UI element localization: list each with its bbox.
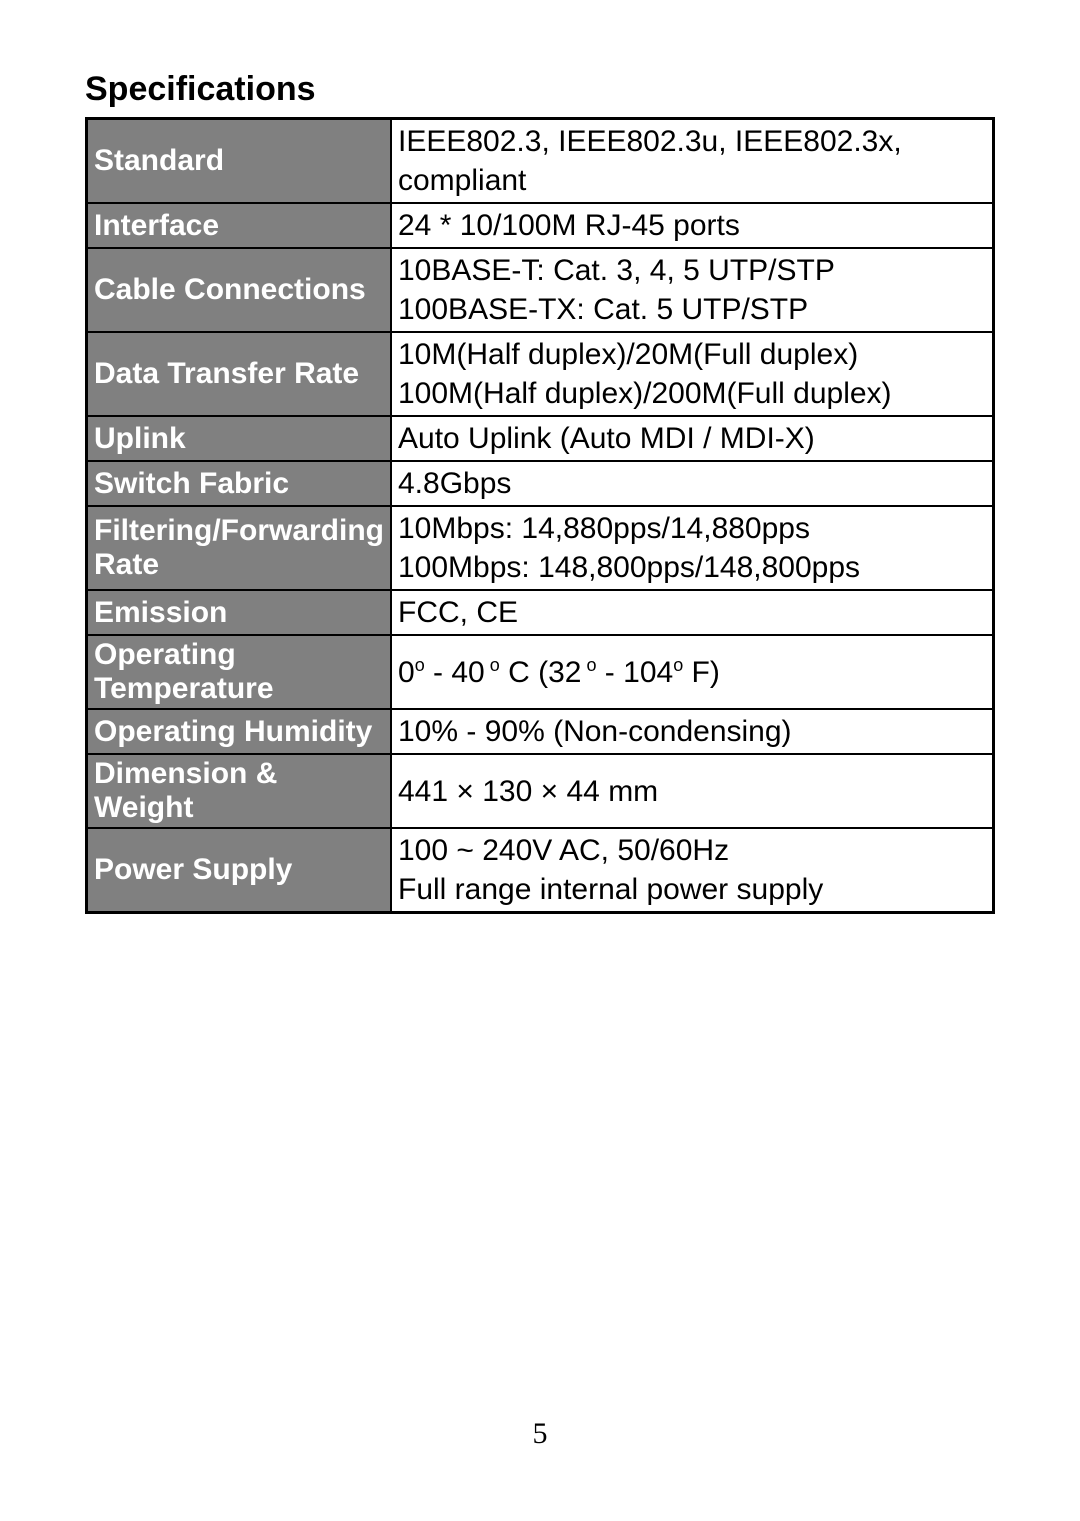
spec-value: 100 ~ 240V AC, 50/60Hz Full range intern…: [391, 829, 994, 913]
table-row: Dimension & Weight441 × 130 × 44 mm: [87, 755, 994, 827]
spec-value: 441 × 130 × 44 mm: [391, 755, 994, 827]
table-row: StandardIEEE802.3, IEEE802.3u, IEEE802.3…: [87, 119, 994, 203]
spec-value: Auto Uplink (Auto MDI / MDI-X): [391, 417, 994, 460]
spec-label: Operating Humidity: [87, 710, 392, 753]
spec-value: 4.8Gbps: [391, 462, 994, 505]
spec-value: 10M(Half duplex)/20M(Full duplex) 100M(H…: [391, 333, 994, 415]
table-row: Operating Temperature0o - 40 o C (32 o -…: [87, 636, 994, 708]
table-row: Filtering/Forwarding Rate10Mbps: 14,880p…: [87, 507, 994, 589]
spec-label: Uplink: [87, 417, 392, 460]
spec-value: 10% - 90% (Non-condensing): [391, 710, 994, 753]
specifications-table: StandardIEEE802.3, IEEE802.3u, IEEE802.3…: [85, 117, 995, 914]
table-row: Switch Fabric4.8Gbps: [87, 462, 994, 505]
spec-label: Cable Connections: [87, 249, 392, 331]
page-number: 5: [0, 1417, 1080, 1451]
table-row: Interface24 * 10/100M RJ-45 ports: [87, 204, 994, 247]
spec-value: FCC, CE: [391, 591, 994, 634]
spec-label: Emission: [87, 591, 392, 634]
spec-value: 10Mbps: 14,880pps/14,880pps 100Mbps: 148…: [391, 507, 994, 589]
spec-label: Operating Temperature: [87, 636, 392, 708]
spec-label: Dimension & Weight: [87, 755, 392, 827]
table-body: StandardIEEE802.3, IEEE802.3u, IEEE802.3…: [87, 119, 994, 913]
spec-label: Filtering/Forwarding Rate: [87, 507, 392, 589]
spec-label: Data Transfer Rate: [87, 333, 392, 415]
spec-label: Power Supply: [87, 829, 392, 913]
spec-label: Standard: [87, 119, 392, 203]
spec-value: 0o - 40 o C (32 o - 104o F): [391, 636, 994, 708]
table-row: Operating Humidity10% - 90% (Non-condens…: [87, 710, 994, 753]
spec-value: IEEE802.3, IEEE802.3u, IEEE802.3x, compl…: [391, 119, 994, 203]
spec-label: Interface: [87, 204, 392, 247]
table-row: UplinkAuto Uplink (Auto MDI / MDI-X): [87, 417, 994, 460]
spec-label: Switch Fabric: [87, 462, 392, 505]
spec-value: 10BASE-T: Cat. 3, 4, 5 UTP/STP 100BASE-T…: [391, 249, 994, 331]
table-row: Cable Connections10BASE-T: Cat. 3, 4, 5 …: [87, 249, 994, 331]
table-row: Data Transfer Rate10M(Half duplex)/20M(F…: [87, 333, 994, 415]
table-row: Power Supply100 ~ 240V AC, 50/60Hz Full …: [87, 829, 994, 913]
table-row: EmissionFCC, CE: [87, 591, 994, 634]
page-title: Specifications: [85, 70, 995, 109]
spec-value: 24 * 10/100M RJ-45 ports: [391, 204, 994, 247]
